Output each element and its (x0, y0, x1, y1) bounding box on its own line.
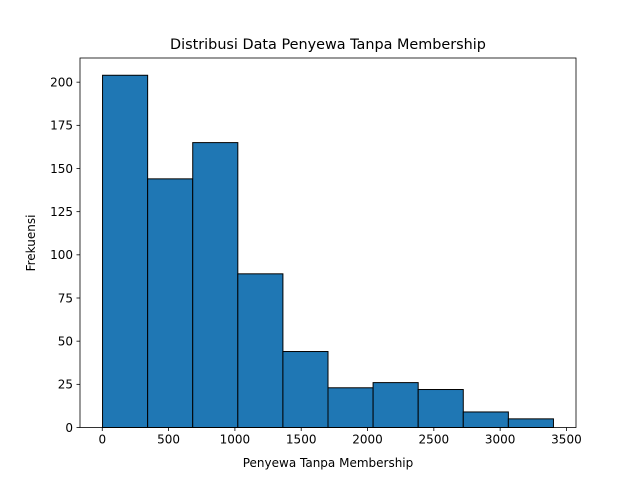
x-tick-label: 3500 (551, 433, 582, 447)
histogram-bar-4 (237, 273, 284, 428)
y-tick-label: 0 (65, 421, 73, 435)
bars-group (102, 74, 554, 429)
y-tick-label: 100 (50, 248, 73, 262)
y-tick-label: 175 (50, 119, 73, 133)
histogram-bar-5 (282, 351, 329, 429)
x-tick-label: 500 (157, 433, 180, 447)
plot-area-frame (79, 57, 577, 428)
y-tick-label: 200 (50, 75, 73, 89)
x-tick-label: 2000 (352, 433, 383, 447)
histogram-bar-8 (417, 389, 464, 428)
histogram-bar-2 (147, 178, 194, 428)
histogram-bar-7 (372, 382, 419, 429)
y-tick-label: 25 (58, 378, 73, 392)
x-axis-ticks: 0 500 1000 1500 2000 2500 3000 3500 (98, 427, 582, 447)
histogram-bar-1 (102, 74, 149, 428)
x-axis-label: Penyewa Tanpa Membership (243, 456, 414, 470)
y-axis-label: Frekuensi (24, 215, 38, 272)
y-tick-label: 150 (50, 162, 73, 176)
y-tick-label: 125 (50, 205, 73, 219)
x-tick-label: 1000 (220, 433, 251, 447)
y-axis-ticks: 0 25 50 75 100 125 150 175 200 (50, 75, 80, 435)
histogram-bar-3 (192, 142, 239, 428)
x-tick-label: 0 (98, 433, 106, 447)
x-tick-label: 2500 (419, 433, 450, 447)
x-tick-label: 1500 (286, 433, 317, 447)
histogram-bar-6 (327, 387, 374, 428)
y-tick-label: 50 (58, 334, 73, 348)
histogram-bar-9 (462, 411, 509, 428)
y-tick-label: 75 (58, 291, 73, 305)
x-tick-label: 3000 (485, 433, 516, 447)
chart-title: Distribusi Data Penyewa Tanpa Membership (170, 37, 486, 53)
histogram-bar-10 (507, 418, 554, 428)
